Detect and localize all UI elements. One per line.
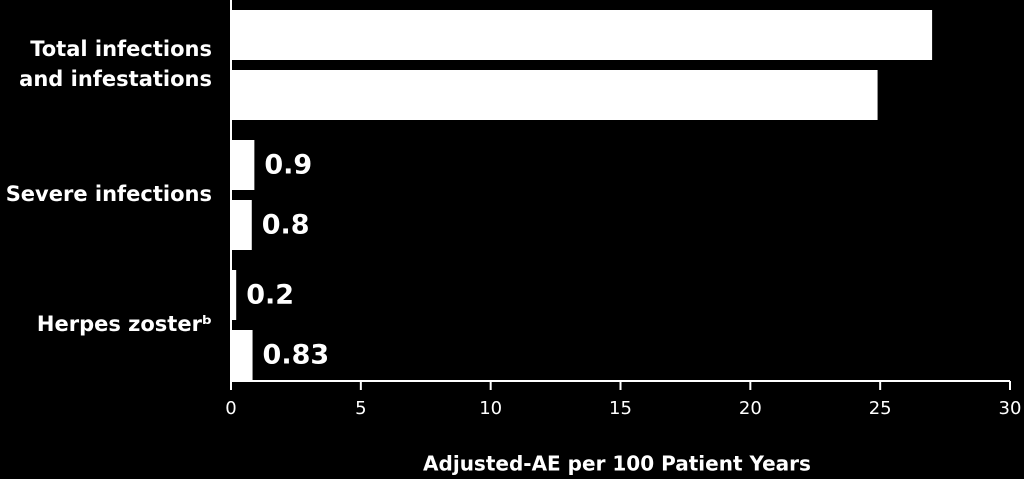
x-tick-label: 0 (225, 398, 236, 419)
bar (231, 10, 933, 60)
value-label: 0.8 (262, 210, 310, 241)
x-tick-label: 25 (869, 398, 892, 419)
x-tick-label: 20 (739, 398, 762, 419)
value-label: 0.2 (246, 280, 294, 311)
bar (231, 200, 252, 250)
x-tick-label: 5 (355, 398, 366, 419)
bar (231, 140, 255, 190)
value-label: 0.9 (264, 150, 312, 181)
bar (231, 270, 237, 320)
x-tick-label: 15 (609, 398, 632, 419)
bar (231, 70, 878, 120)
value-label: 0.83 (263, 340, 330, 371)
x-tick-label: 10 (479, 398, 502, 419)
y-tick-label: Severe infections (6, 182, 212, 206)
x-tick-label: 30 (999, 398, 1022, 419)
bar (231, 330, 253, 380)
x-axis-label: Adjusted-AE per 100 Patient Years (423, 452, 811, 476)
y-tick-label: Total infections and infestations (19, 37, 212, 91)
y-tick-label: Herpes zosterᵇ (37, 312, 212, 336)
